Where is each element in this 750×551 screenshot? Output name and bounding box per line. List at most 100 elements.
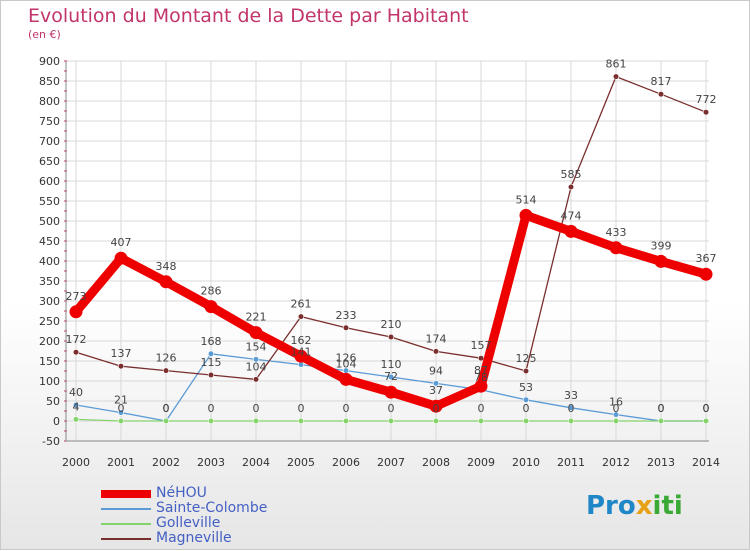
- data-point-sainte-colombe: [72, 401, 80, 409]
- x-tick-label: 2002: [152, 456, 180, 469]
- data-label-nehou: 514: [516, 193, 537, 206]
- data-label-magneville: 104: [246, 360, 267, 373]
- data-point-sainte-colombe: [567, 404, 575, 411]
- data-point-magneville: [477, 355, 485, 362]
- data-label-sainte-colombe: 78: [474, 371, 488, 384]
- data-label-nehou: 104: [336, 357, 357, 370]
- y-tick-label: 50: [46, 395, 60, 408]
- y-tick-label: 750: [39, 115, 60, 128]
- data-label-nehou: 273: [66, 290, 87, 303]
- data-point-nehou: [69, 305, 83, 319]
- data-label-nehou: 162: [291, 334, 312, 347]
- data-point-magneville: [657, 91, 665, 98]
- logo-part-3: iti: [652, 491, 683, 521]
- data-label-magneville: 210: [381, 318, 402, 331]
- data-label-nehou: 407: [111, 236, 132, 249]
- y-tick-label: 400: [39, 255, 60, 268]
- data-point-sainte-colombe: [612, 411, 620, 418]
- data-point-magneville: [207, 371, 215, 379]
- data-point-golleville: [432, 417, 440, 425]
- data-point-golleville: [387, 417, 395, 425]
- y-tick-label: 350: [39, 275, 60, 288]
- data-label-sainte-colombe: 21: [114, 394, 128, 407]
- data-label-nehou: 399: [651, 239, 672, 252]
- data-label-sainte-colombe: 0: [163, 402, 170, 415]
- legend-item-golleville: Golleville: [101, 515, 361, 532]
- data-label-magneville: 817: [651, 75, 672, 88]
- x-tick-label: 2007: [377, 456, 405, 469]
- data-point-magneville: [117, 363, 125, 370]
- data-label-magneville: 137: [111, 347, 132, 360]
- data-label-magneville: 233: [336, 309, 357, 322]
- data-label-golleville: 0: [613, 402, 620, 415]
- data-point-golleville: [567, 417, 575, 425]
- data-label-sainte-colombe: 16: [609, 396, 623, 409]
- data-label-golleville: 0: [253, 402, 260, 415]
- data-label-nehou: 348: [156, 260, 177, 273]
- data-label-sainte-colombe: 126: [336, 352, 357, 365]
- data-point-magneville: [72, 349, 80, 356]
- data-label-sainte-colombe: 154: [246, 340, 267, 353]
- data-label-golleville: 0: [388, 402, 395, 415]
- data-point-golleville: [657, 417, 665, 425]
- legend-swatch: [101, 508, 151, 510]
- legend-label: Magneville: [156, 530, 232, 546]
- proxiti-logo: Proxiti: [586, 491, 683, 521]
- data-point-sainte-colombe: [432, 380, 440, 387]
- data-point-golleville: [72, 416, 80, 423]
- data-label-sainte-colombe: 141: [291, 346, 312, 359]
- x-tick-label: 2012: [602, 456, 630, 469]
- data-point-magneville: [162, 367, 170, 374]
- data-label-nehou: 433: [606, 226, 627, 239]
- chart-title: Evolution du Montant de la Dette par Hab…: [28, 5, 469, 27]
- data-point-sainte-colombe: [252, 356, 260, 363]
- y-tick-label: 850: [39, 75, 60, 88]
- data-point-golleville: [612, 417, 620, 425]
- data-label-sainte-colombe: 0: [658, 402, 665, 415]
- data-label-golleville: 0: [208, 402, 215, 415]
- data-point-golleville: [522, 417, 530, 425]
- x-tick-label: 2003: [197, 456, 225, 469]
- data-label-nehou: 221: [246, 311, 267, 324]
- logo-part-1: Pro: [586, 491, 636, 521]
- data-point-nehou: [699, 267, 713, 281]
- y-tick-label: -50: [42, 435, 60, 448]
- chart-legend: NéHOU Sainte-Colombe Golleville Magneville: [101, 485, 361, 547]
- legend-label: Sainte-Colombe: [156, 500, 268, 516]
- data-label-magneville: 772: [696, 93, 717, 106]
- y-tick-label: 550: [39, 195, 60, 208]
- x-tick-label: 2000: [62, 456, 90, 469]
- data-point-golleville: [207, 417, 215, 425]
- data-point-nehou: [564, 224, 578, 238]
- x-tick-label: 2005: [287, 456, 315, 469]
- x-tick-label: 2008: [422, 456, 450, 469]
- data-point-golleville: [162, 417, 170, 425]
- data-point-nehou: [249, 326, 263, 340]
- data-label-golleville: 0: [523, 402, 530, 415]
- y-tick-label: 450: [39, 235, 60, 248]
- data-label-magneville: 125: [516, 352, 537, 365]
- data-point-magneville: [342, 324, 350, 331]
- data-point-magneville: [612, 73, 620, 80]
- y-tick-label: 900: [39, 55, 60, 68]
- data-point-nehou: [474, 379, 488, 393]
- data-point-nehou: [159, 275, 173, 289]
- data-label-sainte-colombe: 110: [381, 358, 402, 371]
- y-tick-label: 300: [39, 295, 60, 308]
- x-tick-label: 2013: [647, 456, 675, 469]
- data-label-golleville: 0: [568, 402, 575, 415]
- y-tick-label: 600: [39, 175, 60, 188]
- logo-part-2: x: [635, 491, 653, 521]
- data-label-golleville: 0: [478, 402, 485, 415]
- data-label-magneville: 115: [201, 356, 222, 369]
- data-point-golleville: [702, 417, 710, 425]
- data-label-magneville: 157: [471, 339, 492, 352]
- data-point-sainte-colombe: [117, 409, 125, 416]
- data-label-golleville: 0: [433, 402, 440, 415]
- y-tick-label: 650: [39, 155, 60, 168]
- data-label-sainte-colombe: 168: [201, 335, 222, 348]
- legend-item-magneville: Magneville: [101, 530, 361, 547]
- x-tick-label: 2010: [512, 456, 540, 469]
- data-point-nehou: [429, 399, 443, 413]
